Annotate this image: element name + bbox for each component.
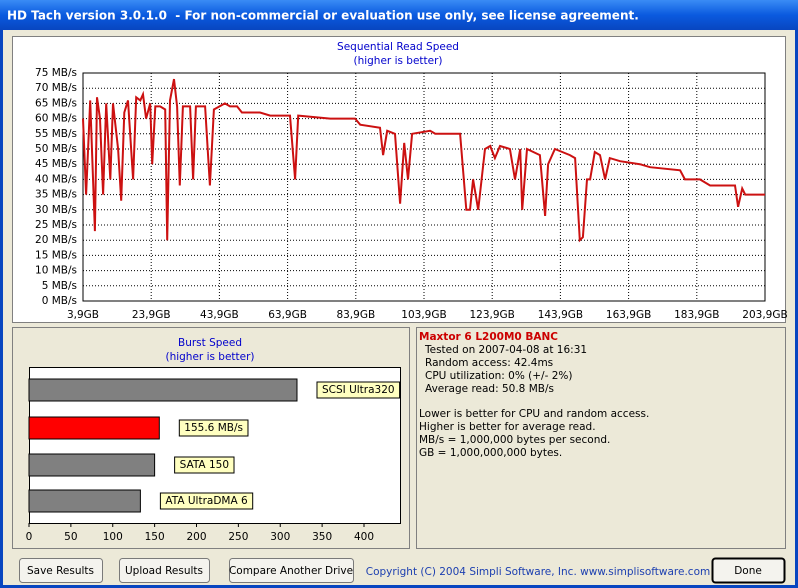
y-tick-label: 0 MB/s [42,295,77,307]
chart-title: Burst Speed [178,337,242,349]
y-tick-label: 45 MB/s [35,158,77,170]
info-note: Higher is better for average read. [419,421,596,433]
button[interactable] [229,558,354,583]
value-label: 155.6 MB/s [184,422,243,434]
x-tick-label: 63,9GB [268,309,307,321]
x-tick-label: 83,9GB [336,309,375,321]
info-note: GB = 1,000,000,000 bytes. [419,447,562,459]
chart-subtitle: (higher is better) [353,55,442,67]
y-tick-label: 70 MB/s [35,82,77,94]
info-line: Tested on 2007-04-08 at 16:31 [424,344,587,356]
y-tick-label: 55 MB/s [35,128,77,140]
x-tick-label: 250 [228,531,248,543]
x-tick-label: 400 [354,531,374,543]
button-label[interactable]: Save Results [27,565,94,577]
info-line: Average read: 50.8 MB/s [425,383,554,395]
x-tick-label: 123,9GB [469,309,514,321]
bar [28,416,160,440]
bar-label-box [316,381,401,399]
x-tick-label: 143,9GB [538,309,583,321]
x-tick-label: 203,9GB [742,309,787,321]
x-tick-label: 150 [145,531,165,543]
bar-label-box [178,419,249,437]
x-tick-label: 183,9GB [674,309,719,321]
button-label[interactable]: Done [734,565,762,577]
y-tick-label: 20 MB/s [35,234,77,246]
info-line: CPU utilization: 0% (+/- 2%) [425,370,572,382]
x-tick-label: 0 [26,531,33,543]
info-line: Random access: 42.4ms [425,357,553,369]
x-tick-label: 200 [186,531,206,543]
button-label[interactable]: Compare Another Drive [229,565,353,577]
x-tick-label: 23,9GB [132,309,171,321]
x-tick-label: 43,9GB [200,309,239,321]
read-speed-line [82,78,765,243]
button[interactable] [711,557,786,584]
y-tick-label: 10 MB/s [35,265,77,277]
bar [28,453,156,477]
drive-name: Maxtor 6 L200M0 BANC [419,331,558,343]
y-tick-label: 30 MB/s [35,204,77,216]
button[interactable] [119,558,210,583]
bar [28,489,141,513]
chart-subtitle: (higher is better) [165,351,254,363]
bar [28,378,298,402]
y-tick-label: 5 MB/s [42,280,77,292]
x-tick-label: 300 [270,531,290,543]
button-label[interactable]: Upload Results [125,565,203,577]
chart-title: Sequential Read Speed [337,41,459,53]
y-tick-label: 50 MB/s [35,143,77,155]
bar-label-box [159,492,254,510]
x-tick-label: 3,9GB [67,309,99,321]
bar-label: ATA UltraDMA 6 [165,495,248,507]
x-tick-label: 163,9GB [606,309,651,321]
y-tick-label: 75 MB/s [35,67,77,79]
y-tick-label: 40 MB/s [35,173,77,185]
y-tick-label: 60 MB/s [35,113,77,125]
info-note: MB/s = 1,000,000 bytes per second. [419,434,610,446]
x-tick-label: 50 [64,531,77,543]
y-tick-label: 35 MB/s [35,189,77,201]
window-title: HD Tach version 3.0.1.0 - For non-commer… [7,9,639,23]
y-tick-label: 15 MB/s [35,249,77,261]
x-tick-label: 350 [312,531,332,543]
info-note: Lower is better for CPU and random acces… [419,408,649,420]
info-panel [416,327,786,549]
x-tick-label: 100 [103,531,123,543]
copyright: Copyright (C) 2004 Simpli Software, Inc.… [366,566,710,578]
bar-label-box [174,456,235,474]
x-tick-label: 103,9GB [401,309,446,321]
bar-label: SATA 150 [180,459,229,471]
title-bar [0,0,798,30]
button[interactable] [19,558,103,583]
y-tick-label: 65 MB/s [35,97,77,109]
bar-label: SCSI Ultra320 [322,384,395,396]
y-tick-label: 25 MB/s [35,219,77,231]
